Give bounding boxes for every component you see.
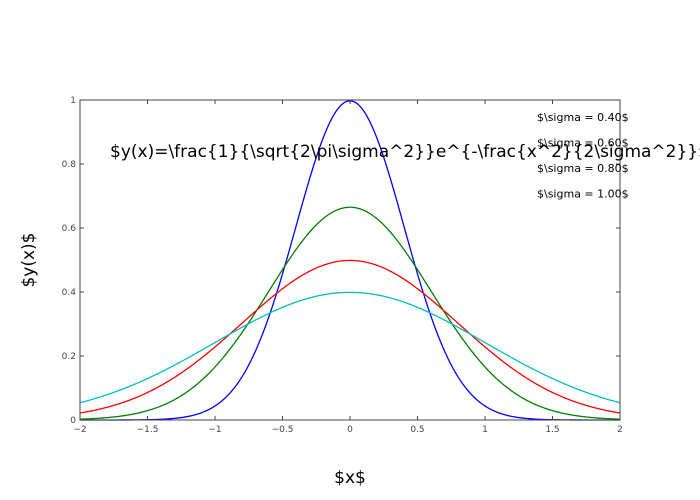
x-tick-label: 1.5 — [545, 425, 559, 435]
x-tick-label: 1 — [482, 425, 488, 435]
y-tick-label: 0.8 — [62, 160, 77, 170]
y-tick-label: 0 — [70, 416, 76, 426]
formula-annotation: $y(x)=\frac{1}{\sqrt{2\pi\sigma^2}}e^{-\… — [110, 142, 700, 162]
series-line-2 — [79, 206, 621, 420]
y-tick-label: 0.6 — [62, 224, 77, 234]
x-tick-label: −0.5 — [272, 425, 294, 435]
y-tick-label: 0.2 — [62, 352, 76, 362]
ticks-layer: −2 −1.5 −1 −0.5 0 0.5 1 1.5 2 0 0.2 0.4 0.6 0.8 1 — [62, 96, 623, 435]
y-tick-label: 1 — [70, 96, 76, 106]
x-axis-title: $x$ — [334, 468, 366, 488]
x-tick-label: −1 — [208, 425, 221, 435]
y-tick-label: 0.4 — [62, 288, 77, 298]
series-line-3 — [79, 259, 621, 414]
legend: $\sigma = 0.40$ $\sigma = 0.60$ $\sigma = … — [537, 111, 629, 201]
legend-entry-2: $\sigma = 0.60$ — [537, 137, 629, 150]
series-line-4 — [79, 291, 621, 404]
y-axis-title: $y(x)$ — [19, 232, 39, 287]
x-tick-label: −1.5 — [137, 425, 159, 435]
x-tick-label: −2 — [73, 425, 86, 435]
legend-entry-3: $\sigma = 0.80$ — [537, 162, 629, 175]
x-tick-label: 0.5 — [410, 425, 424, 435]
legend-entry-4: $\sigma = 1.00$ — [537, 188, 629, 201]
x-tick-label: 2 — [617, 425, 623, 435]
x-tick-label: 0 — [347, 425, 353, 435]
legend-entry-1: $\sigma = 0.40$ — [537, 111, 629, 124]
